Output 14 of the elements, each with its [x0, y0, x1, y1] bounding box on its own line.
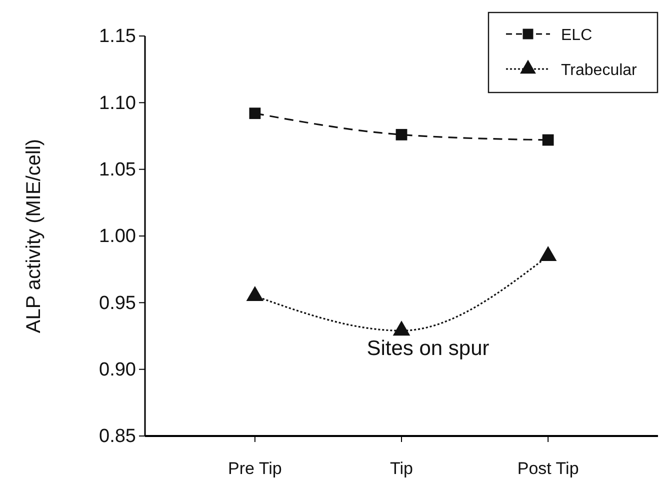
y-tick-label: 1.00 [99, 226, 136, 248]
y-tick-label: 1.10 [99, 92, 136, 114]
y-tick-label: 0.85 [99, 426, 136, 448]
x-tick-label: Post Tip [517, 459, 579, 478]
y-tick-label: 1.05 [99, 159, 136, 180]
y-tick-label: 0.90 [99, 359, 136, 380]
x-tick-label: Pre Tip [228, 459, 282, 478]
legend-label: ELC [561, 27, 592, 44]
y-axis-title: ALP activity (MIE/cell) [23, 138, 45, 334]
legend-label: Trabecular [561, 62, 638, 79]
y-tick-label: 0.95 [99, 292, 136, 314]
x-axis-title: Sites on spur [366, 337, 490, 360]
x-tick-label: Tip [390, 459, 413, 478]
y-tick-label: 1.15 [99, 26, 136, 48]
